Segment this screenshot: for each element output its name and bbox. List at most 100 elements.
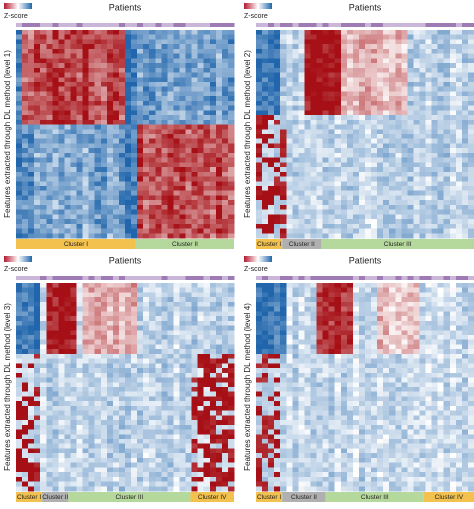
heatmap-cell	[70, 72, 77, 78]
heatmap-cell	[16, 100, 23, 106]
heatmap-cell	[70, 115, 77, 121]
heatmap-cell	[346, 233, 354, 239]
heatmap-cell	[64, 443, 71, 449]
heatmap-cell	[455, 190, 463, 196]
heatmap-cell	[173, 401, 180, 407]
heatmap-cell	[106, 283, 114, 289]
heatmap-cell	[100, 434, 108, 440]
heatmap-cell	[431, 209, 438, 215]
heatmap-cell	[340, 110, 348, 116]
heatmap-cell	[28, 228, 35, 234]
heatmap-cell	[143, 129, 150, 135]
heatmap-cell	[419, 39, 426, 45]
heatmap-cell	[112, 195, 120, 201]
heatmap-cell	[274, 283, 281, 289]
heatmap-cell	[185, 363, 192, 369]
heatmap-cell	[292, 287, 299, 293]
heatmap-cell	[131, 181, 138, 187]
heatmap-cell	[352, 58, 360, 64]
annotation-cell	[52, 23, 59, 27]
heatmap-cell	[167, 72, 174, 78]
annotation-cell	[173, 23, 180, 27]
heatmap-cell	[221, 124, 229, 130]
heatmap-cell	[377, 63, 384, 69]
heatmap-cell	[185, 429, 192, 435]
heatmap-cell	[185, 410, 192, 416]
heatmap-cell	[443, 129, 451, 135]
heatmap-cell	[28, 91, 35, 97]
heatmap-cell	[227, 344, 235, 350]
heatmap-cell	[106, 377, 114, 383]
heatmap-cell	[221, 233, 229, 239]
heatmap-cell	[64, 53, 71, 59]
heatmap-cell	[389, 67, 396, 73]
heatmap-cell	[173, 214, 180, 220]
heatmap-cell	[16, 223, 23, 229]
heatmap-cell	[358, 134, 366, 140]
heatmap-cell	[40, 223, 47, 229]
heatmap-cell	[100, 287, 108, 293]
heatmap-cell	[82, 96, 89, 102]
heatmap-cell	[149, 204, 156, 210]
heatmap-cell	[179, 391, 186, 397]
heatmap-cell	[34, 320, 41, 326]
heatmap-cell	[112, 77, 120, 83]
annotation-cell	[40, 23, 47, 27]
heatmap-cell	[322, 58, 329, 64]
heatmap-cell	[161, 67, 168, 73]
heatmap-cell	[185, 96, 192, 102]
heatmap-cell	[34, 330, 41, 336]
heatmap-cell	[455, 171, 463, 177]
heatmap-cell	[322, 30, 329, 36]
heatmap-cell	[34, 96, 41, 102]
annotation-cell	[292, 23, 299, 27]
heatmap-cell	[185, 67, 192, 73]
heatmap-cell	[197, 67, 205, 73]
heatmap-cell	[70, 462, 77, 468]
heatmap-cell	[125, 335, 132, 341]
heatmap-cell	[137, 138, 144, 144]
heatmap-cell	[443, 53, 451, 59]
heatmap-cell	[334, 134, 342, 140]
heatmap-cell	[310, 138, 317, 144]
heatmap-cell	[340, 157, 348, 163]
heatmap-cell	[185, 82, 192, 88]
heatmap-cell	[431, 34, 438, 40]
heatmap-cell	[46, 335, 53, 341]
heatmap-cell	[352, 219, 360, 225]
heatmap-cell	[70, 190, 77, 196]
heatmap-cell	[467, 223, 474, 229]
heatmap-cell	[76, 115, 83, 121]
heatmap-cell	[377, 124, 384, 130]
heatmap-cell	[377, 190, 384, 196]
heatmap-cell	[16, 58, 23, 64]
heatmap-cell	[125, 339, 132, 345]
heatmap-cell	[449, 77, 457, 83]
heatmap-cell	[34, 420, 41, 426]
heatmap-cell	[304, 119, 311, 125]
heatmap-cell	[155, 382, 162, 388]
heatmap-cell	[58, 152, 65, 158]
heatmap-cell	[34, 372, 41, 378]
heatmap-cell	[106, 219, 114, 225]
heatmap-cell	[395, 115, 402, 121]
annotation-cell	[334, 23, 342, 27]
heatmap-cell	[268, 100, 275, 106]
heatmap-cell	[215, 472, 223, 478]
heatmap-cell	[346, 53, 354, 59]
heatmap-cell	[52, 292, 59, 298]
heatmap-cell	[137, 344, 144, 350]
heatmap-cell	[209, 223, 217, 229]
heatmap-cell	[197, 476, 205, 482]
heatmap-cell	[185, 439, 192, 445]
heatmap-cell	[22, 481, 29, 487]
heatmap-cell	[310, 167, 317, 173]
heatmap-cell	[358, 204, 366, 210]
heatmap-cell	[304, 181, 311, 187]
heatmap-cell	[82, 287, 89, 293]
heatmap-cell	[167, 30, 174, 36]
heatmap-cell	[149, 472, 156, 478]
heatmap-cell	[413, 181, 420, 187]
heatmap-cell	[82, 401, 89, 407]
heatmap-cell	[179, 429, 186, 435]
